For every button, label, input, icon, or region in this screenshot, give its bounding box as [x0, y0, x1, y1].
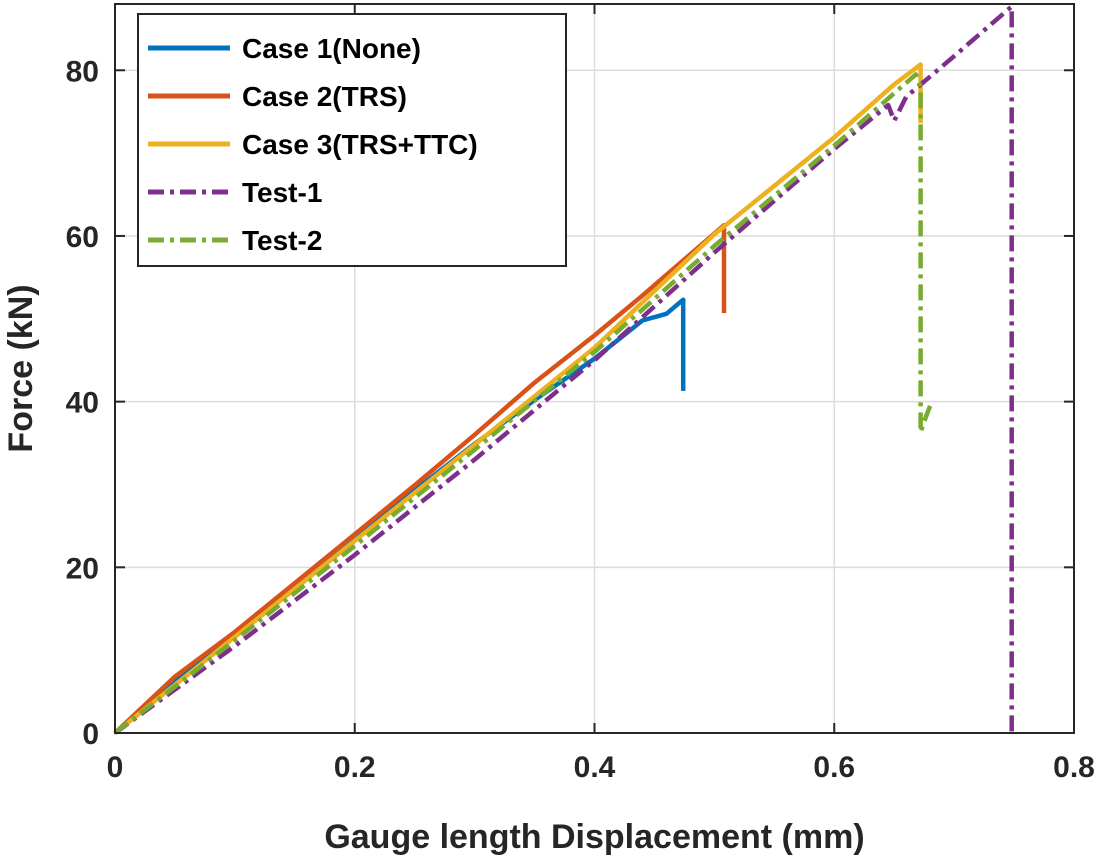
y-tick-label: 80 [66, 55, 99, 88]
y-tick-label: 0 [82, 718, 99, 751]
legend-label: Case 2(TRS) [242, 81, 407, 112]
legend-box [137, 13, 567, 267]
x-tick-label: 0.6 [813, 751, 855, 784]
y-tick-label: 60 [66, 221, 99, 254]
legend-label: Case 3(TRS+TTC) [242, 129, 478, 160]
x-axis-label: Gauge length Displacement (mm) [324, 818, 864, 856]
series-line-5 [113, 72, 933, 735]
series-line-4 [113, 4, 1014, 735]
y-tick-label: 20 [66, 552, 99, 585]
x-tick-label: 0 [107, 751, 124, 784]
legend-label: Test-2 [242, 225, 322, 256]
x-tick-label: 0.4 [574, 751, 616, 784]
y-axis-label: Force (kN) [2, 284, 40, 452]
y-tick-label: 40 [66, 387, 99, 420]
legend-label: Test-1 [242, 177, 322, 208]
x-tick-label: 0.2 [334, 751, 376, 784]
axis-ticks: 0 0.2 0.4 0.6 0.8 0 20 40 60 80 [66, 4, 1095, 784]
x-tick-label: 0.8 [1053, 751, 1095, 784]
series-line-3 [113, 62, 923, 735]
legend-label: Case 1(None) [242, 33, 421, 64]
series-layer [113, 4, 1014, 735]
legend: Case 1(None) Case 2(TRS) Case 3(TRS+TTC) Te… [137, 13, 567, 267]
